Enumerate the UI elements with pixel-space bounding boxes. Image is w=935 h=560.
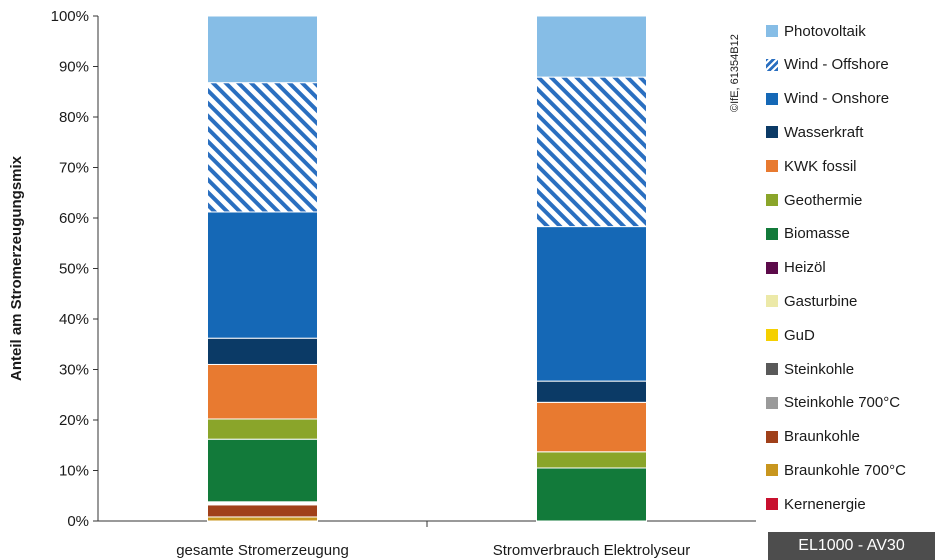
bars	[207, 15, 647, 522]
legend-label: Photovoltaik	[784, 22, 866, 40]
bar-segment-photovoltaik	[536, 15, 647, 78]
bar-segment-photovoltaik	[207, 15, 318, 84]
y-tick-label: 0%	[67, 513, 89, 530]
legend-item: Wind - Offshore	[766, 55, 889, 75]
y-tick-label: 70%	[59, 160, 89, 177]
legend-item: Biomasse	[766, 224, 850, 244]
legend-swatch	[766, 58, 778, 71]
legend-label: Geothermie	[784, 191, 863, 209]
legend-swatch	[766, 396, 778, 409]
bar-segment-wasserkraft	[536, 380, 647, 403]
legend-item: Braunkohle 700°C	[766, 460, 906, 480]
bar-segment-geothermie	[207, 418, 318, 440]
bar-segment-wind-onshore	[536, 226, 647, 382]
legend-swatch	[766, 329, 778, 342]
x-category-label: Stromverbrauch Elektrolyseur	[493, 542, 691, 559]
legend-swatch	[766, 160, 778, 173]
legend-item: Kernenergie	[766, 494, 866, 514]
y-tick-label: 80%	[59, 109, 89, 126]
stacked-bar-chart: 0% 10% 20% 30% 40% 50% 60% 70% 80% 90% 100% gesamte…	[8, 8, 756, 559]
legend-item: KWK fossil	[766, 156, 857, 176]
y-axis-title: Anteil am Stromerzeugungsmix	[8, 155, 25, 381]
legend-label: Wind - Onshore	[784, 90, 890, 108]
legend-swatch	[766, 25, 778, 37]
legend-item: Steinkohle	[766, 359, 854, 379]
legend-label: KWK fossil	[784, 157, 857, 175]
legend-swatch	[766, 295, 778, 308]
legend-label: Braunkohle 700°C	[784, 461, 906, 479]
bar-segment-biomasse	[536, 467, 647, 522]
legend-swatch	[766, 498, 778, 511]
legend-item: GuD	[766, 325, 815, 345]
legend-item: Wasserkraft	[766, 122, 863, 142]
legend-label: Steinkohle 700°C	[784, 394, 901, 412]
bar-segment-wind-offshore	[536, 76, 647, 228]
y-tick-label: 60%	[59, 210, 89, 227]
legend-label: Gasturbine	[784, 292, 858, 310]
axes	[93, 15, 756, 527]
x-category-label: gesamte Stromerzeugung	[176, 542, 349, 559]
legend-swatch	[766, 126, 778, 139]
legend-item: Braunkohle	[766, 427, 860, 447]
bar-segment-kwk-fossil	[536, 401, 647, 453]
y-tick-label: 50%	[59, 261, 89, 278]
legend-swatch	[766, 464, 778, 477]
bar-segment-geothermie	[536, 451, 647, 469]
bar-segment-braunkohle-700-c	[207, 516, 318, 522]
bar-segment-kwk-fossil	[207, 363, 318, 420]
legend-swatch	[766, 227, 778, 240]
y-tick-label: 100%	[51, 8, 89, 25]
legend-label: GuD	[784, 326, 815, 344]
bar-segment-braunkohle	[207, 504, 318, 518]
legend-item: Gasturbine	[766, 291, 857, 311]
legend-label: Wasserkraft	[784, 123, 864, 141]
legend-item: Geothermie	[766, 190, 862, 210]
copyright-note: ©IfE, 61354B12	[729, 34, 741, 112]
legend-label: Wind - Offshore	[784, 56, 889, 74]
legend-item: Photovoltaik	[766, 21, 866, 41]
legend-item: Wind - Onshore	[766, 89, 889, 109]
legend-swatch	[766, 430, 778, 443]
legend-swatch	[766, 92, 778, 105]
legend-label: Biomasse	[784, 225, 850, 243]
legend-label: Kernenergie	[784, 495, 866, 513]
y-tick-label: 30%	[59, 362, 89, 379]
legend-label: Steinkohle	[784, 360, 855, 378]
legend-swatch	[766, 363, 778, 375]
legend-label: Heizöl	[784, 259, 826, 277]
legend-swatch	[766, 261, 778, 274]
bar-segment-wind-offshore	[207, 82, 318, 213]
legend-label: Braunkohle	[784, 428, 860, 446]
y-tick-label: 10%	[59, 463, 89, 480]
legend-item: Heizöl	[766, 258, 826, 278]
legend-swatch	[766, 194, 778, 206]
scenario-badge: EL1000 - AV30	[768, 532, 935, 560]
y-tick-label: 90%	[59, 59, 89, 76]
bar-segment-biomasse	[207, 438, 318, 503]
y-tick-label: 20%	[59, 412, 89, 429]
y-tick-label: 40%	[59, 311, 89, 328]
bar-segment-wasserkraft	[207, 337, 318, 365]
bar-segment-wind-onshore	[207, 211, 318, 339]
legend-item: Steinkohle 700°C	[766, 393, 900, 413]
axis-labels: 0% 10% 20% 30% 40% 50% 60% 70% 80% 90% 100% gesamte…	[8, 8, 690, 559]
